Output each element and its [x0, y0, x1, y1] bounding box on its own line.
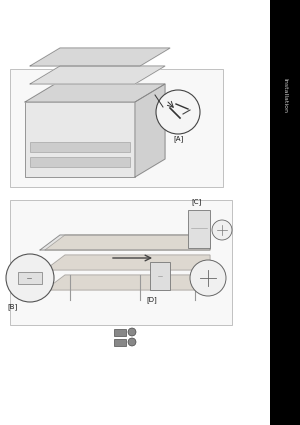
Polygon shape: [135, 84, 165, 177]
Bar: [10, 69, 223, 187]
Polygon shape: [45, 255, 210, 270]
Polygon shape: [25, 84, 165, 102]
Bar: [150, 262, 170, 290]
Circle shape: [6, 254, 54, 302]
Bar: [30, 157, 130, 167]
Circle shape: [128, 338, 136, 346]
Bar: [114, 329, 126, 336]
Text: [A]: [A]: [173, 136, 183, 142]
Circle shape: [212, 220, 232, 240]
Bar: [188, 210, 210, 248]
Bar: [270, 0, 300, 425]
Text: [D]: [D]: [147, 297, 158, 303]
Text: Installation: Installation: [283, 77, 287, 113]
Circle shape: [156, 90, 200, 134]
Polygon shape: [30, 48, 170, 66]
Bar: [25, 102, 135, 177]
Polygon shape: [45, 235, 210, 250]
Text: [B]: [B]: [7, 303, 17, 310]
Bar: [10, 200, 232, 325]
Text: [C]: [C]: [191, 198, 201, 205]
Bar: [30, 142, 130, 152]
Circle shape: [190, 260, 226, 296]
Polygon shape: [30, 66, 165, 84]
Bar: [18, 272, 42, 284]
Bar: [114, 339, 126, 346]
Polygon shape: [40, 235, 210, 250]
Circle shape: [128, 328, 136, 336]
Polygon shape: [45, 275, 210, 290]
